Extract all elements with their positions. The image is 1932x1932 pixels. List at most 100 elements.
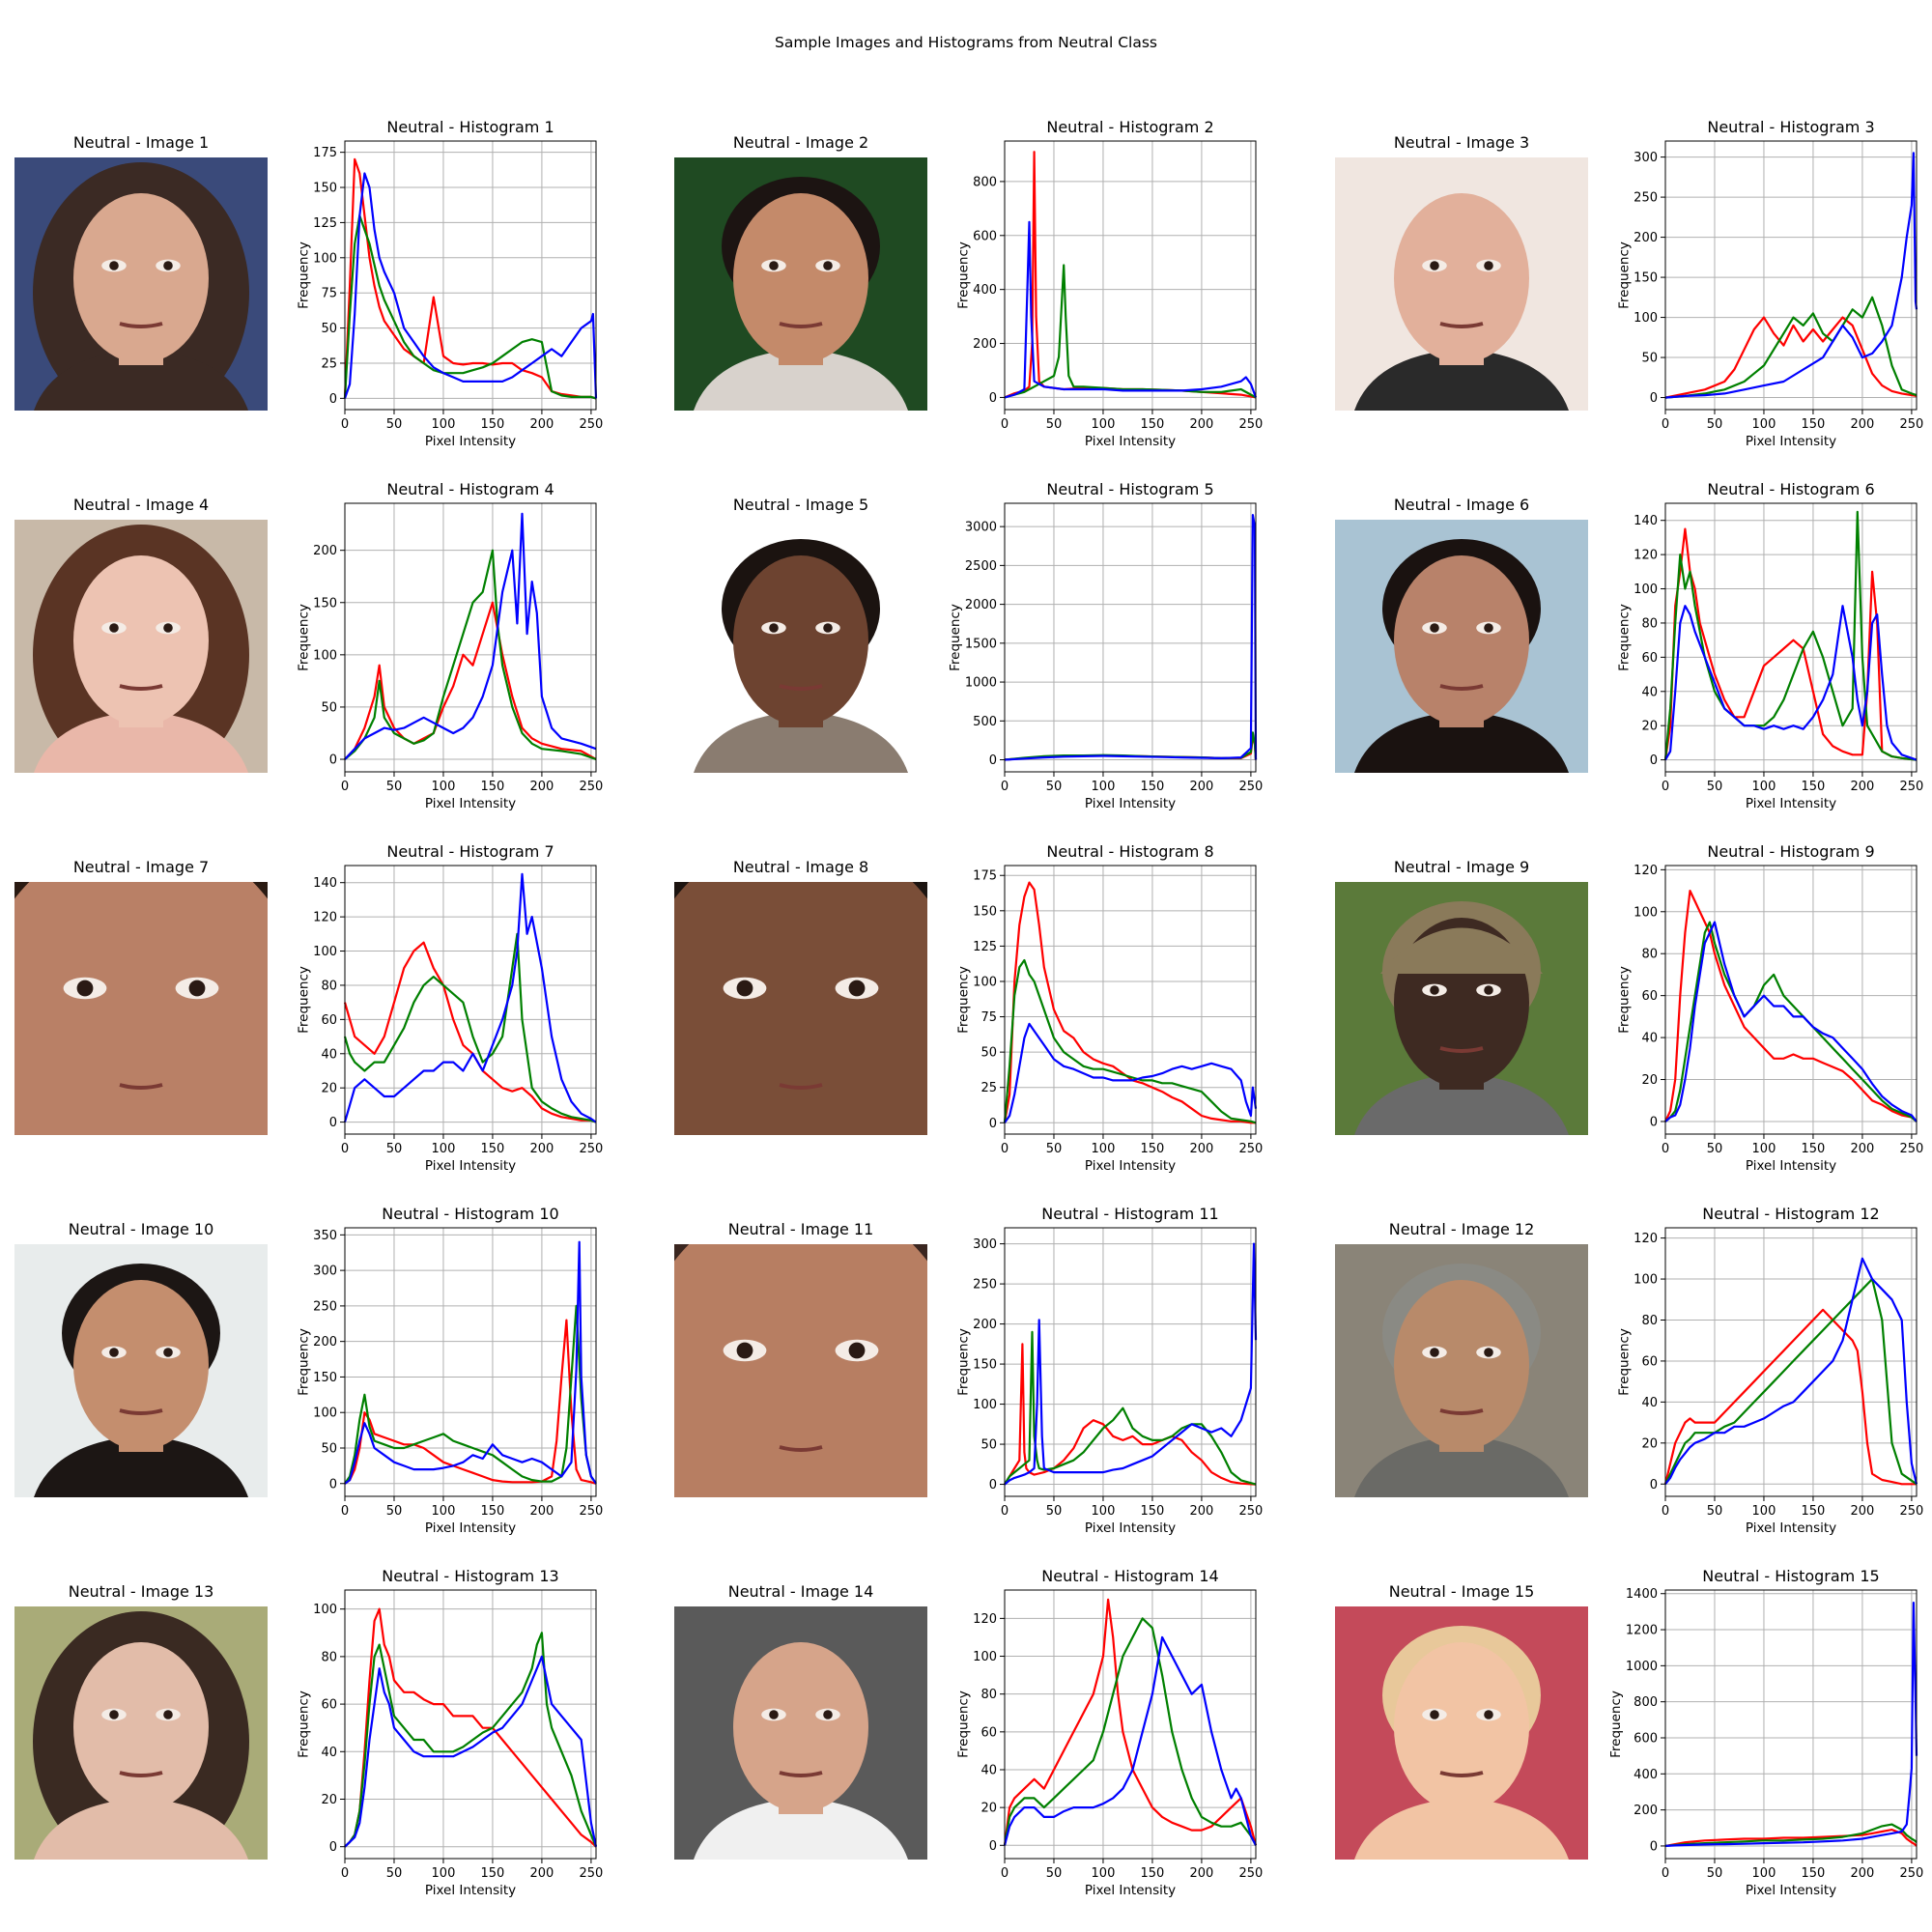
series-line-blue [343, 872, 597, 1123]
histogram-title: Neutral - Histogram 11 [1041, 1205, 1219, 1223]
photo-mouth [779, 1083, 823, 1090]
y-tick-label: 120 [313, 911, 337, 925]
face-image [1335, 1244, 1588, 1497]
face-image [14, 1244, 268, 1497]
y-tick-label: 500 [973, 715, 997, 729]
series-line-blue [1004, 1022, 1258, 1123]
histogram-chart: 0 50 100 150 200 250 0 20 40 60 80 100 120 140 Pixel I… [1616, 502, 1923, 811]
histogram-chart: 0 50 100 150 200 250 0 20 40 60 80 100 120 Pixel Inte… [1616, 1227, 1923, 1536]
series-line-red [1664, 890, 1918, 1122]
photo-shoulders [34, 349, 248, 411]
series-line-green [344, 1632, 598, 1848]
y-tick-label: 125 [313, 216, 337, 231]
x-axis-label: Pixel Intensity [1746, 1520, 1836, 1536]
series-line-red [343, 941, 597, 1123]
photo-mouth [119, 684, 163, 691]
x-tick-label: 150 [1802, 1142, 1826, 1156]
image-title: Neutral - Image 14 [727, 1582, 874, 1601]
image-title: Neutral - Image 13 [68, 1582, 214, 1601]
face-image [674, 520, 927, 773]
x-tick-label: 50 [386, 417, 403, 432]
x-axis-label: Pixel Intensity [425, 434, 516, 449]
series-line-green [1003, 958, 1257, 1124]
x-tick-label: 250 [579, 417, 603, 432]
y-tick-label: 40 [1641, 1396, 1658, 1410]
y-tick-label: 60 [1641, 1354, 1658, 1369]
y-axis-label: Frequency [1616, 604, 1632, 671]
photo-pupil-left [109, 1710, 119, 1719]
y-tick-label: 300 [1634, 151, 1658, 165]
x-tick-label: 200 [530, 780, 554, 794]
x-tick-label: 50 [1046, 1142, 1063, 1156]
series-line-blue [343, 172, 598, 399]
y-tick-label: 40 [1641, 1032, 1658, 1046]
x-tick-label: 100 [432, 1866, 456, 1881]
y-axis-label: Frequency [955, 242, 971, 309]
histogram-title: Neutral - Histogram 12 [1702, 1205, 1880, 1223]
photo-pupil-left [769, 261, 779, 270]
x-tick-label: 150 [1802, 1504, 1826, 1519]
photo-pupil-left [736, 1342, 753, 1359]
series-line-red [1004, 1343, 1257, 1486]
y-tick-label: 800 [973, 175, 997, 189]
y-tick-label: 400 [1634, 1768, 1658, 1782]
x-tick-label: 150 [481, 1504, 505, 1519]
photo-mouth [1439, 322, 1484, 328]
photo-mouth [779, 322, 823, 328]
x-axis-label: Pixel Intensity [1085, 1520, 1176, 1536]
x-tick-label: 150 [1141, 1504, 1165, 1519]
histogram-title: Neutral - Histogram 8 [1046, 842, 1214, 861]
histogram-chart: 0 50 100 150 200 250 0 25 50 75 100 125 150 175 Pixel … [296, 140, 603, 449]
x-tick-label: 0 [1662, 1866, 1669, 1881]
x-tick-label: 250 [1238, 1866, 1263, 1881]
y-tick-label: 50 [1641, 352, 1658, 366]
photo-shoulders [1354, 711, 1569, 773]
photo-mouth [119, 1408, 163, 1415]
photo-pupil-right [848, 980, 866, 997]
image-title: Neutral - Image 7 [72, 858, 210, 876]
photo-pupil-right [163, 623, 173, 633]
photo-shoulders [1354, 1798, 1569, 1860]
x-tick-label: 0 [1662, 1504, 1669, 1519]
series-line-green [1004, 264, 1257, 399]
y-tick-label: 0 [989, 1478, 997, 1492]
histogram-chart: 0 50 100 150 200 250 0 20 40 60 80 100 Pixel Intensi… [296, 1589, 603, 1898]
photo-face [733, 1642, 868, 1812]
histogram-chart: 0 50 100 150 200 250 0 20 40 60 80 100 120 Pixel Inte… [1616, 864, 1923, 1174]
figure-suptitle: Sample Images and Histograms from Neutra… [775, 34, 1157, 51]
series-line-blue [1004, 220, 1258, 399]
histogram-title: Neutral - Histogram 2 [1046, 118, 1214, 136]
series-line-green [1664, 921, 1918, 1122]
face-image [674, 882, 927, 1135]
x-tick-label: 0 [341, 780, 349, 794]
x-tick-label: 100 [432, 780, 456, 794]
y-tick-label: 0 [329, 1840, 337, 1855]
series-line-blue [1664, 921, 1918, 1122]
y-tick-label: 150 [973, 1358, 997, 1373]
series-line-red [1664, 316, 1918, 399]
series-line-green [1664, 296, 1918, 399]
x-tick-label: 50 [1046, 780, 1063, 794]
y-tick-label: 0 [989, 1839, 997, 1854]
y-tick-label: 100 [1634, 582, 1658, 597]
photo-pupil-right [1484, 261, 1493, 270]
x-tick-label: 100 [1752, 1866, 1776, 1881]
x-tick-label: 50 [386, 1504, 403, 1519]
photo-pupil-right [1484, 1348, 1493, 1357]
y-tick-label: 0 [1650, 391, 1658, 406]
y-tick-label: 0 [989, 753, 997, 768]
photo-face [1394, 1280, 1529, 1450]
y-tick-label: 250 [973, 1278, 997, 1293]
photo-pupil-right [1484, 985, 1493, 995]
x-tick-label: 250 [1899, 780, 1923, 794]
x-tick-label: 50 [1707, 417, 1723, 432]
photo-mouth [1439, 1408, 1484, 1415]
y-tick-label: 0 [1650, 1839, 1658, 1854]
x-tick-label: 200 [1190, 1504, 1214, 1519]
y-tick-label: 60 [1641, 651, 1658, 666]
photo-pupil-left [1430, 261, 1439, 270]
y-tick-label: 1200 [1626, 1624, 1658, 1638]
x-tick-label: 250 [579, 780, 603, 794]
y-tick-label: 120 [973, 1612, 997, 1627]
series-line-red [1003, 881, 1256, 1124]
